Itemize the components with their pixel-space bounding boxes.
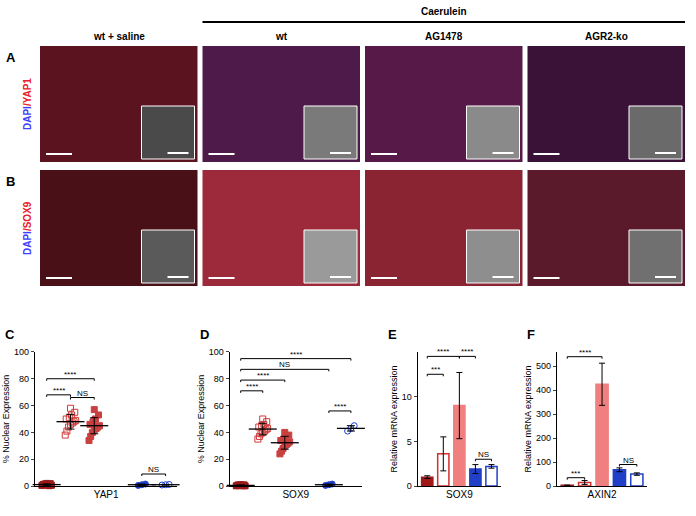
svg-text:****: **** <box>246 382 258 391</box>
svg-text:100: 100 <box>14 347 29 357</box>
svg-text:0: 0 <box>24 481 29 491</box>
svg-text:****: **** <box>437 347 449 356</box>
svg-text:60: 60 <box>19 401 29 411</box>
svg-text:5: 5 <box>407 437 412 447</box>
svg-text:40: 40 <box>19 428 29 438</box>
svg-text:NS: NS <box>478 450 489 459</box>
svg-text:****: **** <box>53 386 65 395</box>
svg-text:80: 80 <box>19 374 29 384</box>
svg-text:Relative mRNA expression: Relative mRNA expression <box>389 365 399 472</box>
svg-text:***: *** <box>571 469 580 478</box>
svg-text:NS: NS <box>623 456 634 465</box>
svg-text:AG1478: AG1478 <box>425 31 463 42</box>
svg-text:C: C <box>5 327 15 342</box>
svg-text:0: 0 <box>219 481 224 491</box>
svg-text:20: 20 <box>19 454 29 464</box>
svg-text:80: 80 <box>214 374 224 384</box>
svg-text:10: 10 <box>402 392 412 402</box>
svg-text:****: **** <box>334 402 346 411</box>
svg-text:A: A <box>6 50 16 65</box>
svg-text:****: **** <box>257 371 269 380</box>
svg-text:60: 60 <box>214 401 224 411</box>
svg-text:NS: NS <box>279 360 290 369</box>
svg-text:0: 0 <box>407 481 412 491</box>
svg-text:YAP1: YAP1 <box>94 489 119 500</box>
svg-text:F: F <box>527 327 535 342</box>
svg-text:300: 300 <box>536 409 551 419</box>
svg-text:AGR2-ko: AGR2-ko <box>585 31 628 42</box>
svg-text:AXIN2: AXIN2 <box>588 489 617 500</box>
svg-text:wt + saline: wt + saline <box>93 31 145 42</box>
svg-text:100: 100 <box>209 347 224 357</box>
svg-text:****: **** <box>290 350 302 359</box>
svg-text:****: **** <box>461 347 473 356</box>
svg-text:Relative mRNA expression: Relative mRNA expression <box>523 365 533 472</box>
svg-text:400: 400 <box>536 385 551 395</box>
svg-text:Caerulein: Caerulein <box>421 6 467 17</box>
svg-text:SOX9: SOX9 <box>282 489 309 500</box>
svg-text:20: 20 <box>214 454 224 464</box>
svg-text:% Nuclear Expression: % Nuclear Expression <box>1 375 11 464</box>
svg-text:****: **** <box>64 370 76 379</box>
svg-text:****: **** <box>579 348 591 357</box>
svg-text:E: E <box>388 327 397 342</box>
svg-text:wt: wt <box>275 31 288 42</box>
svg-text:% Nuclear Expression: % Nuclear Expression <box>196 375 206 464</box>
svg-text:NS: NS <box>148 465 159 474</box>
svg-text:B: B <box>6 174 15 189</box>
svg-text:40: 40 <box>214 428 224 438</box>
svg-text:***: *** <box>431 365 440 374</box>
svg-text:DAPI/YAP1: DAPI/YAP1 <box>22 78 33 130</box>
svg-text:200: 200 <box>536 433 551 443</box>
svg-text:D: D <box>200 327 209 342</box>
svg-text:500: 500 <box>536 361 551 371</box>
svg-text:DAPI/SOX9: DAPI/SOX9 <box>22 201 33 255</box>
svg-text:0: 0 <box>546 481 551 491</box>
svg-text:SOX9: SOX9 <box>446 489 473 500</box>
svg-text:100: 100 <box>536 457 551 467</box>
svg-text:NS: NS <box>77 389 88 398</box>
